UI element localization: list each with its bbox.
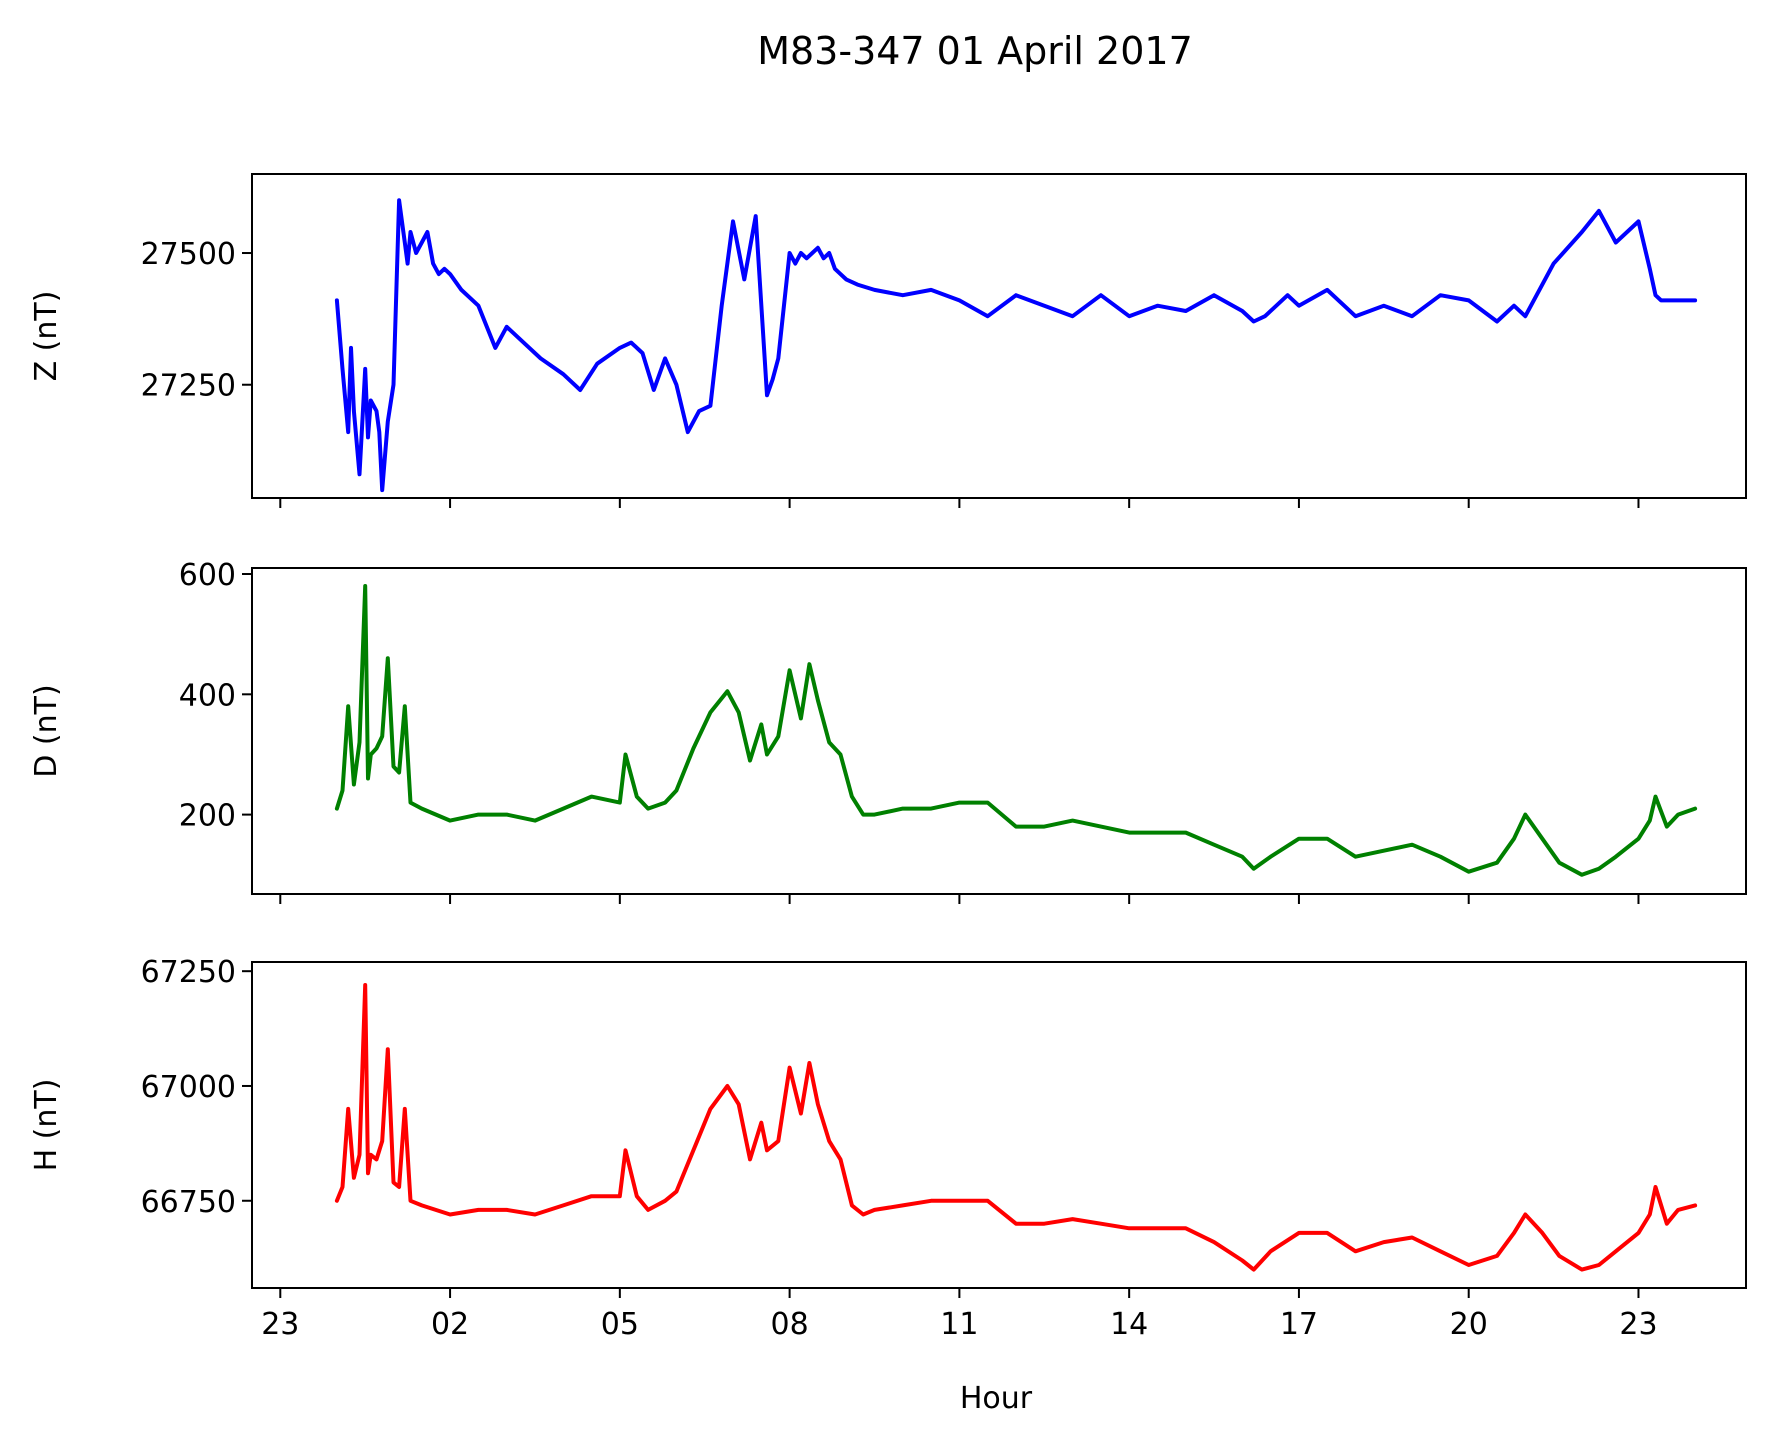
series-line-h-panel	[334, 983, 1698, 1272]
y-tick-label: 27250	[141, 369, 236, 404]
y-axis-label: H (nT)	[29, 1079, 64, 1172]
x-tick-label: 17	[1280, 1307, 1318, 1342]
axes-frame	[251, 961, 1747, 1289]
y-tick-label: 600	[179, 558, 236, 593]
y-tick-label: 27500	[141, 237, 236, 272]
series-line-d-panel	[334, 584, 1698, 877]
y-axis-label: Z (nT)	[29, 291, 64, 382]
y-tick-label: 67000	[141, 1070, 236, 1105]
d-panel: 200 400 600 D (nT)	[29, 558, 1747, 904]
x-tick-label: 05	[601, 1307, 639, 1342]
x-tick-label: 08	[771, 1307, 809, 1342]
z-panel: 27250 27500 Z (nT)	[29, 173, 1747, 508]
y-tick-label: 200	[179, 799, 236, 834]
x-tick-label: 14	[1110, 1307, 1148, 1342]
x-tick-label: 23	[261, 1307, 299, 1342]
panels-group: 27250 27500 Z (nT) 200 400 600 D (nT) 66750 6700…	[29, 173, 1747, 1342]
y-axis-label: D (nT)	[29, 684, 64, 777]
x-tick-label: 02	[431, 1307, 469, 1342]
series-line-z-panel	[334, 198, 1698, 493]
axes-frame	[251, 567, 1747, 895]
y-tick-label: 67250	[141, 955, 236, 990]
figure-title: M83-347 01 April 2017	[757, 29, 1193, 73]
x-tick-label: 11	[940, 1307, 978, 1342]
x-axis-label: Hour	[960, 1381, 1033, 1416]
h-panel: 66750 67000 67250 23 02 05 08 11 14 17 20 23 H (nT)	[29, 955, 1747, 1342]
y-tick-label: 400	[179, 678, 236, 713]
axes-frame	[251, 173, 1747, 499]
x-tick-label: 23	[1619, 1307, 1657, 1342]
y-tick-label: 66750	[141, 1185, 236, 1220]
x-tick-label: 20	[1450, 1307, 1488, 1342]
